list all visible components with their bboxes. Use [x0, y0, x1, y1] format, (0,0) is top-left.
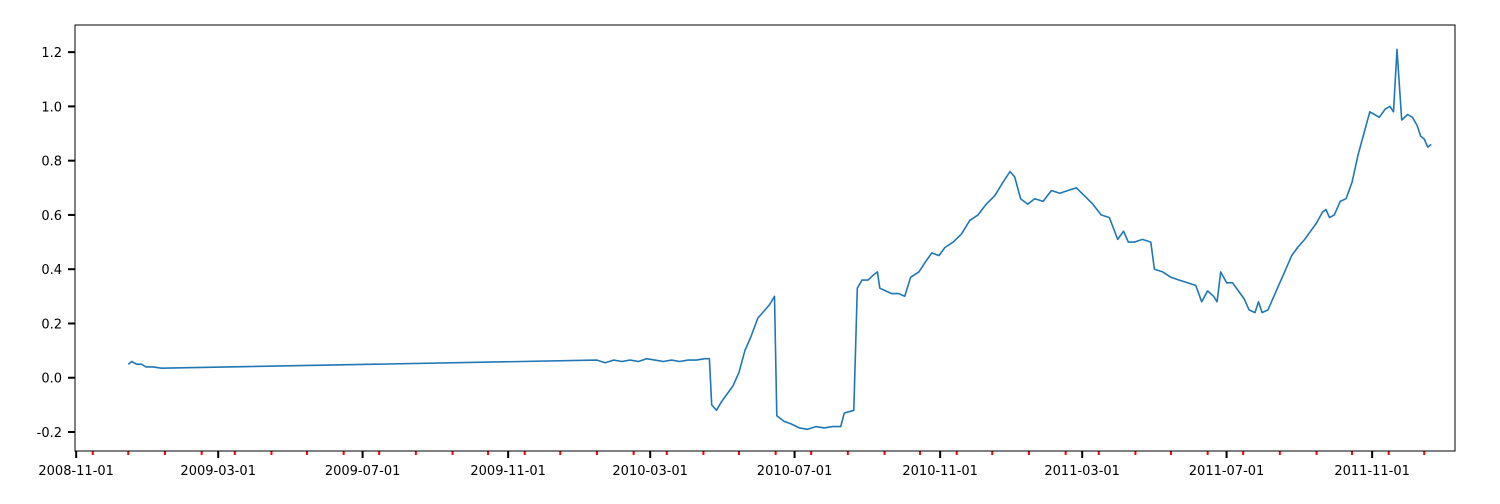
x-tick-label: 2010-03-01 [612, 464, 688, 479]
axes: 2008-11-01 2009-03-01 2009-07-01 2009-11-01… [37, 46, 1426, 479]
x-tick-label: 2010-11-01 [902, 464, 978, 479]
y-tick-label: 0.2 [41, 317, 62, 332]
x-tick-label: 2011-11-01 [1334, 464, 1410, 479]
x-tick-label: 2009-07-01 [325, 464, 401, 479]
x-tick-label: 2008-11-01 [38, 464, 114, 479]
x-tick-label: 2011-07-01 [1189, 464, 1265, 479]
y-tick-label: -0.2 [37, 426, 62, 441]
y-tick-label: 0.8 [41, 155, 62, 170]
y-tick-label: 1.0 [41, 100, 62, 115]
x-tick-label: 2010-07-01 [757, 464, 833, 479]
x-tick-label: 2011-03-01 [1044, 464, 1120, 479]
x-tick-label: 2009-11-01 [470, 464, 546, 479]
y-tick-label: 0.0 [41, 372, 62, 387]
y-tick-label: 0.4 [41, 263, 62, 278]
x-tick-label: 2009-03-01 [180, 464, 256, 479]
y-tick-label: 1.2 [41, 46, 62, 61]
series-layer [127, 48, 1432, 431]
series-line [127, 48, 1432, 431]
plot-frame [74, 24, 1456, 452]
y-tick-label: 0.6 [41, 209, 62, 224]
